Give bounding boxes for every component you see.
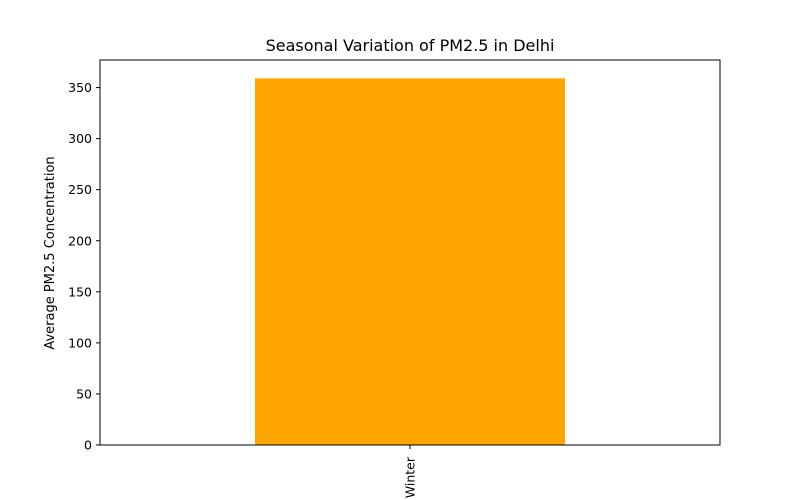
bar-winter bbox=[255, 78, 565, 446]
y-tick-label: 0 bbox=[84, 438, 92, 453]
x-axis: Winter bbox=[403, 445, 418, 498]
y-axis: 0 50 100 150 200 250 300 350 bbox=[68, 80, 100, 453]
y-tick-label: 350 bbox=[68, 80, 92, 95]
y-tick-label: 200 bbox=[68, 233, 92, 248]
plot-frame bbox=[99, 59, 721, 446]
y-tick-label: 300 bbox=[68, 131, 92, 146]
y-tick-label: 50 bbox=[76, 386, 92, 401]
y-tick-label: 100 bbox=[68, 335, 92, 350]
plot-area bbox=[255, 78, 565, 446]
y-axis-label: Average PM2.5 Concentration bbox=[43, 156, 58, 349]
chart-title: Seasonal Variation of PM2.5 in Delhi bbox=[266, 36, 555, 55]
y-tick-label: 250 bbox=[68, 182, 92, 197]
x-tick-label: Winter bbox=[403, 456, 418, 498]
y-tick-label: 150 bbox=[68, 284, 92, 299]
